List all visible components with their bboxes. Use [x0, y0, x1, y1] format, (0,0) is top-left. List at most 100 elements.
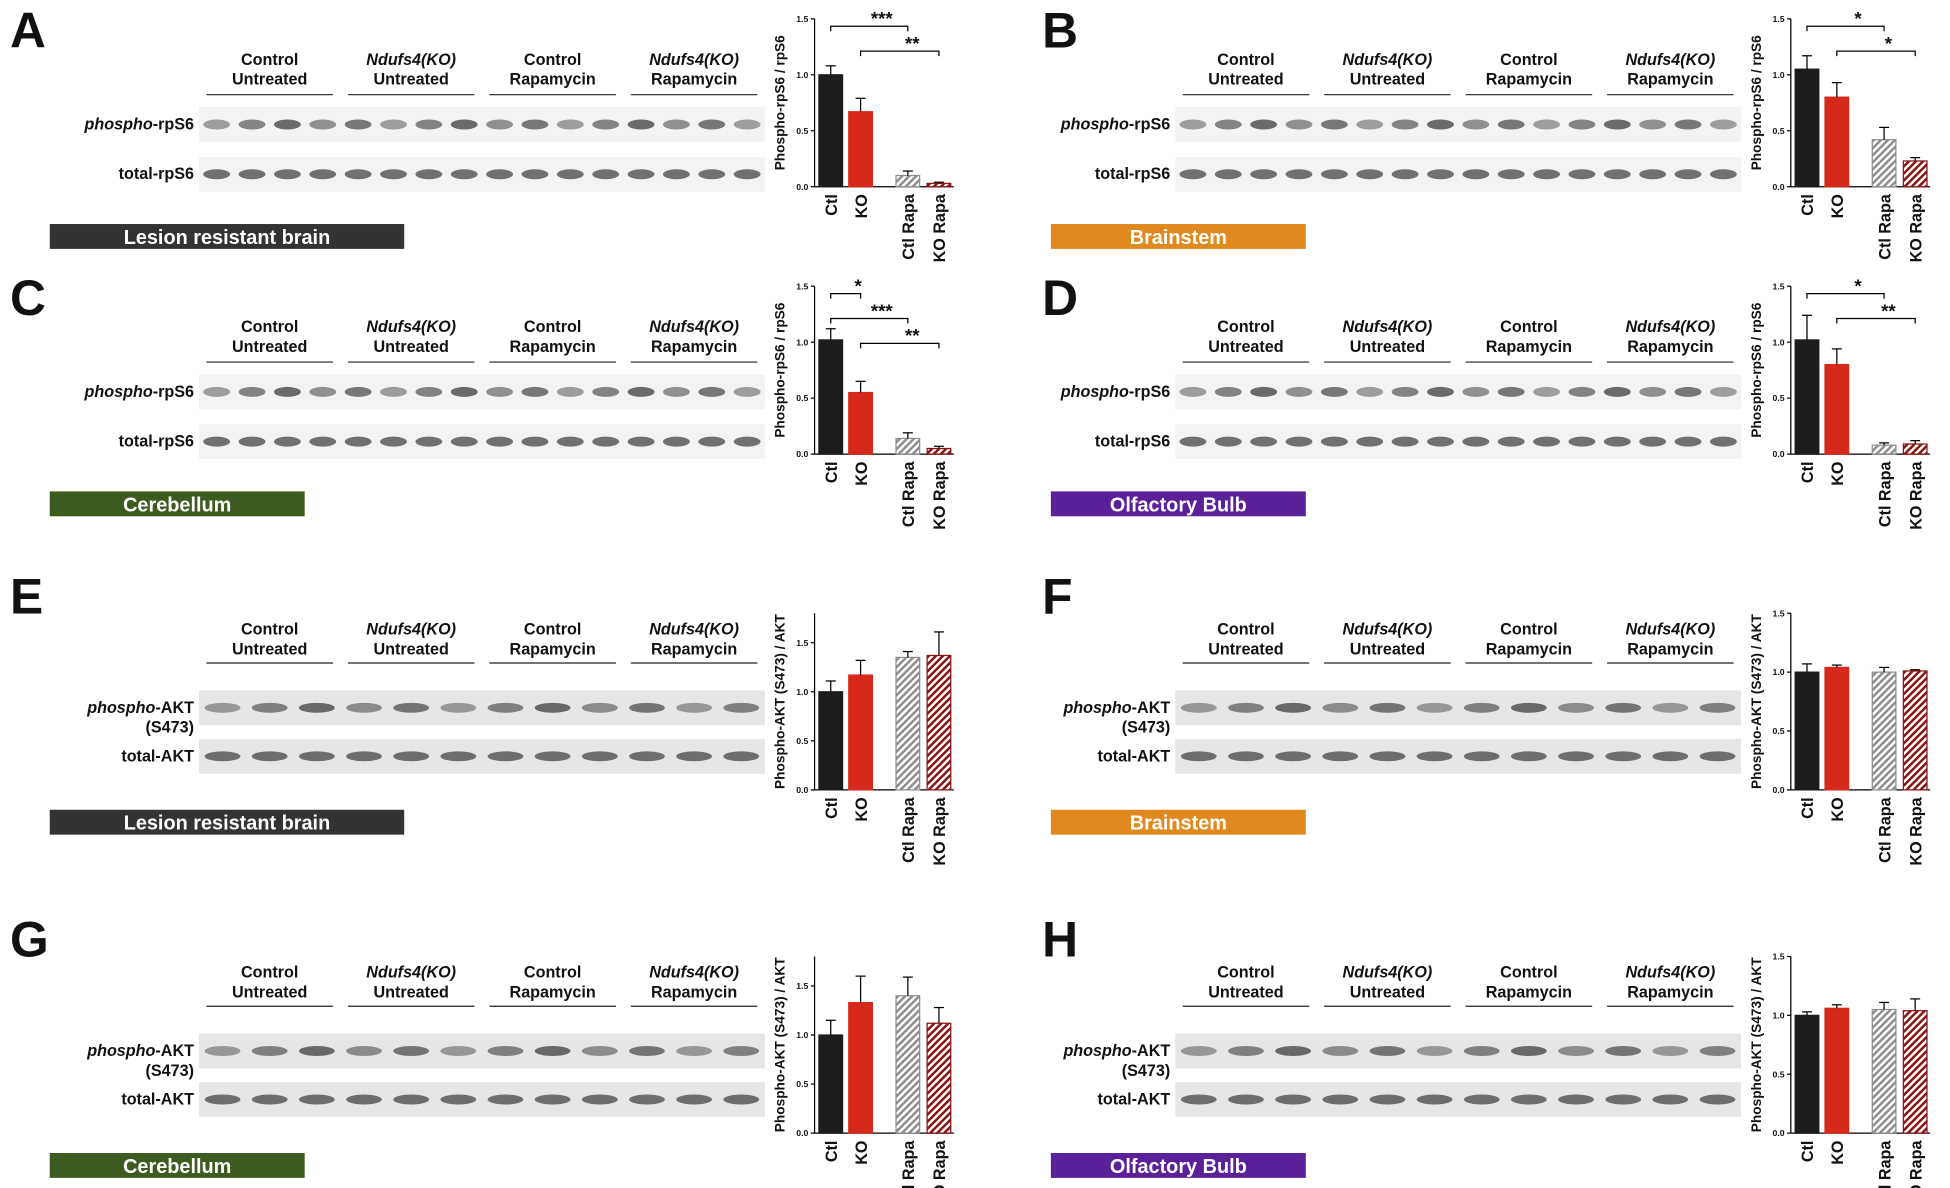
bar [1902, 160, 1928, 188]
blot-band [344, 436, 372, 447]
blot-band [415, 119, 443, 130]
blot-row-label-text: total-AKT [1098, 747, 1171, 765]
x-tick-label: Ctl Rapa [1876, 461, 1894, 528]
blot-band [450, 386, 478, 397]
group-label: Untreated [1350, 71, 1425, 89]
blot-band [1568, 436, 1596, 447]
significance-label: ** [905, 325, 920, 346]
blot-band [309, 119, 337, 130]
y-tick-label: 1.0 [796, 1030, 808, 1040]
blot-band [1320, 436, 1348, 447]
blot-row-label: phospho-AKT [1062, 1042, 1170, 1060]
region-bar [1050, 224, 1306, 249]
blot-band [1214, 169, 1242, 180]
blot-band [676, 1094, 713, 1105]
blot-row-label-text: total-AKT [1098, 1091, 1171, 1109]
blot-band [380, 436, 407, 447]
x-tick-label: KO Rapa [1907, 1140, 1925, 1188]
blot-band [1275, 1094, 1312, 1105]
blot-row-label-text: -AKT [1132, 699, 1171, 717]
x-tick-label: KO Rapa [1907, 193, 1925, 262]
blot-band [556, 386, 584, 397]
x-tick-label: Ctl Rapa [900, 193, 918, 260]
bar [1902, 443, 1928, 455]
x-tick-label: Ctl Rapa [900, 461, 918, 528]
x-tick-label: Ctl [823, 797, 841, 819]
blot-band [487, 1046, 524, 1057]
blot-band [1497, 386, 1525, 397]
blot-band [1356, 169, 1384, 180]
group-label: Rapamycin [1627, 984, 1713, 1002]
blot-band [346, 702, 382, 713]
y-tick-label: 0.5 [796, 1079, 808, 1089]
blot-band [1322, 1094, 1359, 1105]
bar [1871, 671, 1897, 791]
blot-background [1175, 690, 1742, 726]
blot-band [521, 119, 549, 130]
panel: D Control Untreated Ndufs4(KO) Untreated Cont… [1042, 270, 1931, 530]
y-tick-label: 1.5 [1773, 14, 1785, 24]
blot-band [1605, 1094, 1642, 1105]
group-label: Rapamycin [651, 984, 737, 1002]
x-tick-label: Ctl [1799, 1141, 1817, 1163]
group-label: Ndufs4(KO) [366, 51, 456, 69]
y-tick-label: 0.5 [1773, 1069, 1785, 1079]
blot-row-label: total-rpS6 [1095, 433, 1170, 451]
blot-band [1180, 751, 1217, 762]
group-label: Untreated [373, 640, 448, 658]
blot-row-label: phospho-rpS6 [83, 383, 194, 401]
blot-band [1180, 702, 1217, 713]
blot-band [273, 169, 301, 180]
blot-band [723, 1094, 760, 1105]
blot-band [273, 386, 301, 397]
blot-band [450, 169, 478, 180]
blot-band [627, 386, 655, 397]
blot-band [1214, 436, 1242, 447]
y-axis-label: Phospho-AKT (S473) / AKT [773, 957, 788, 1132]
bar [926, 1022, 952, 1134]
blot-band [346, 1094, 382, 1105]
x-tick-label: KO [1829, 797, 1847, 821]
panel-letter: E [10, 568, 43, 624]
blot-row-label-text: -AKT [155, 699, 194, 717]
blot-row-label: phospho-AKT [86, 699, 194, 717]
blot-row-label: total-AKT [121, 1091, 194, 1109]
blot-band [1674, 169, 1702, 180]
y-tick-label: 0.5 [1773, 126, 1785, 136]
blot-band [203, 436, 231, 447]
panel: B Control Untreated Ndufs4(KO) Untreated Cont… [1042, 2, 1931, 262]
group-label: Rapamycin [1627, 640, 1713, 658]
blot-band [204, 702, 241, 713]
blot-band [1322, 702, 1359, 713]
blot-band [733, 169, 761, 180]
y-tick-label: 0.5 [796, 126, 808, 136]
blot-row-label: total-AKT [1098, 747, 1171, 765]
blot-band [251, 1046, 288, 1057]
blot-band [1214, 119, 1242, 130]
x-tick-label: Ctl [823, 1141, 841, 1163]
y-tick-label: 1.0 [1773, 337, 1785, 347]
y-tick-label: 0.0 [796, 1128, 808, 1138]
y-axis-label: Phospho-rpS6 / rpS6 [773, 35, 788, 170]
blot-band [309, 169, 337, 180]
blot-band [1568, 119, 1596, 130]
y-tick-label: 1.0 [1773, 667, 1785, 677]
blot-band [203, 386, 231, 397]
panel-letter: D [1042, 270, 1078, 326]
blot-band [1416, 1046, 1453, 1057]
blot-band [1427, 169, 1454, 180]
blot-band [273, 119, 301, 130]
blot-band [1369, 1094, 1406, 1105]
blot-band [1533, 169, 1560, 180]
y-tick-label: 1.5 [796, 281, 808, 291]
group-label: Ndufs4(KO) [366, 620, 456, 638]
blot-band [1356, 436, 1384, 447]
x-tick-label: KO Rapa [931, 193, 949, 262]
bar [1794, 1014, 1820, 1134]
region-bar [1050, 809, 1306, 835]
y-tick-label: 1.0 [1773, 1010, 1785, 1020]
group-label: Control [241, 620, 298, 638]
blot-band [1250, 386, 1278, 397]
blot-band [251, 751, 288, 762]
group-label: Untreated [1350, 338, 1425, 356]
